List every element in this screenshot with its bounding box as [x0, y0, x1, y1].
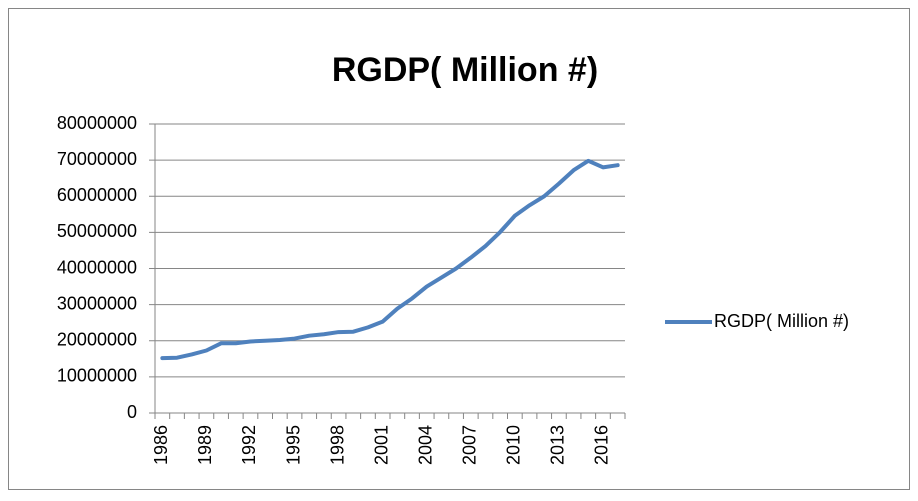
- y-tick-label: 50000000: [57, 221, 137, 241]
- y-tick-label: 0: [127, 402, 137, 422]
- y-tick-label: 40000000: [57, 257, 137, 277]
- x-tick-label: 1995: [283, 425, 303, 465]
- x-tick-label: 1986: [151, 425, 171, 465]
- x-tick-label: 1998: [327, 425, 347, 465]
- x-tick-label: 2001: [371, 425, 391, 465]
- x-tick-label: 1992: [239, 425, 259, 465]
- chart-border: [8, 8, 910, 490]
- y-tick-label: 20000000: [57, 330, 137, 350]
- y-tick-label: 70000000: [57, 149, 137, 169]
- chart-title: RGDP( Million #): [332, 51, 598, 89]
- y-tick-label: 80000000: [57, 113, 137, 133]
- x-tick-label: 2016: [592, 425, 612, 465]
- x-tick-label: 2010: [504, 425, 524, 465]
- y-tick-label: 10000000: [57, 366, 137, 386]
- x-tick-label: 2013: [548, 425, 568, 465]
- data-line: [160, 158, 620, 361]
- y-tick-label: 30000000: [57, 293, 137, 313]
- x-tick-label: 2004: [415, 425, 435, 465]
- legend-label: RGDP( Million #): [714, 311, 849, 331]
- x-tick-label: 1989: [195, 425, 215, 465]
- y-tick-label: 60000000: [57, 185, 137, 205]
- x-tick-label: 2007: [460, 425, 480, 465]
